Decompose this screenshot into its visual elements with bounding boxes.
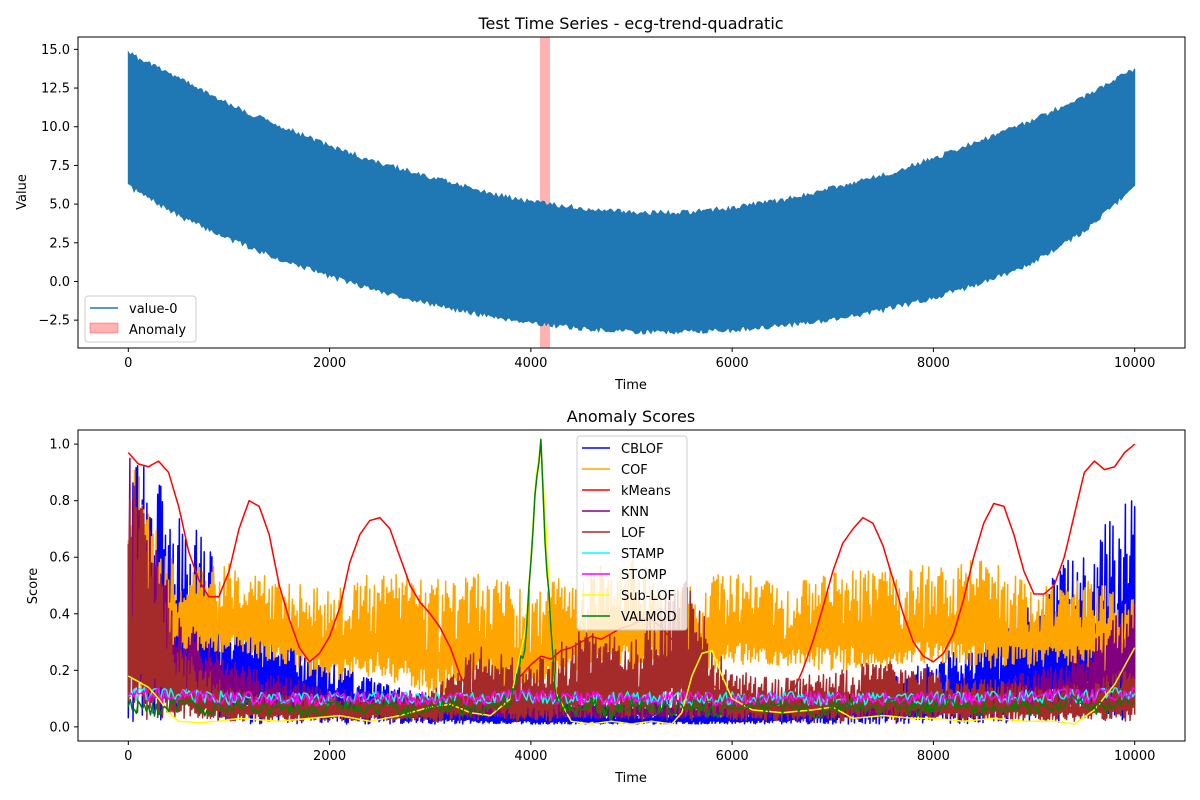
time-series-x-tick-label: 0 [124, 356, 132, 371]
anomaly-scores-x-ticks: 0 2000 4000 6000 8000 10000 [124, 741, 1155, 764]
time-series-y-tick-label: 15.0 [41, 43, 70, 58]
anomaly-scores-y-tick-label: 1.0 [49, 438, 70, 453]
time-series-plot-area [127, 37, 1136, 348]
time-series-y-tick-label: 12.5 [41, 82, 70, 97]
series-valmod [127, 438, 1136, 721]
time-series-title: Test Time Series - ecg-trend-quadratic [477, 14, 783, 33]
anomaly-scores-legend: CBLOF COF kMeans KNN LOF STAMP STOMP Sub-LOF VAL… [576, 435, 688, 631]
legend-handle-anomaly [89, 322, 119, 334]
legend-label-lof: LOF [621, 526, 646, 541]
legend-label-stamp: STAMP [621, 547, 664, 562]
time-series-y-tick-label: 7.5 [49, 159, 70, 174]
legend-label-anomaly: Anomaly [129, 323, 186, 338]
anomaly-region [539, 37, 550, 348]
legend-label-cblof: CBLOF [621, 442, 664, 457]
time-series-x-tick-label: 8000 [917, 356, 950, 371]
legend-label-sub-lof: Sub-LOF [621, 589, 675, 604]
anomaly-scores-y-tick-label: 0.6 [49, 551, 70, 566]
legend-label-value-0: value-0 [129, 302, 177, 317]
anomaly-scores-y-axis-label: Score [26, 568, 41, 604]
anomaly-scores-plot: Anomaly Scores 0 2000 4000 6000 8000 10000 0.… [26, 407, 1186, 786]
anomaly-scores-y-tick-label: 0.4 [49, 607, 70, 622]
time-series-y-axis-label: Value [15, 174, 30, 210]
anomaly-scores-y-tick-label: 0.0 [49, 720, 70, 735]
time-series-x-tick-label: 10000 [1114, 356, 1155, 371]
series-value-0 [127, 50, 1136, 335]
legend-label-cof: COF [621, 463, 648, 478]
legend-label-kmeans: kMeans [621, 484, 671, 499]
legend-label-stomp: STOMP [621, 568, 667, 583]
legend-label-knn: KNN [621, 505, 649, 520]
anomaly-scores-x-tick-label: 10000 [1114, 749, 1155, 764]
legend-items: CBLOF COF kMeans KNN LOF STAMP STOMP Sub-LOF VAL… [582, 442, 677, 625]
anomaly-scores-title: Anomaly Scores [567, 407, 695, 426]
time-series-x-tick-label: 4000 [514, 356, 547, 371]
time-series-x-tick-label: 6000 [716, 356, 749, 371]
anomaly-scores-frame [77, 429, 1186, 742]
time-series-y-tick-label: 0.0 [49, 275, 70, 290]
legend-box [576, 435, 688, 631]
time-series-y-ticks: −2.5 0.0 2.5 5.0 7.5 10.0 12.5 15.0 [38, 43, 78, 329]
time-series-y-tick-label: −2.5 [38, 314, 70, 329]
time-series-y-tick-label: 10.0 [41, 120, 70, 135]
anomaly-scores-x-tick-label: 8000 [917, 749, 950, 764]
legend-label-valmod: VALMOD [621, 610, 677, 625]
time-series-x-tick-label: 2000 [313, 356, 346, 371]
series-stomp [127, 686, 1136, 707]
time-series-frame [77, 36, 1186, 349]
series-sub-lof [127, 443, 1136, 725]
time-series-y-tick-label: 2.5 [49, 236, 70, 251]
time-series-y-tick-label: 5.0 [49, 198, 70, 213]
time-series-x-axis-label: Time [614, 378, 647, 393]
anomaly-scores-y-tick-label: 0.8 [49, 494, 70, 509]
time-series-x-ticks: 0 2000 4000 6000 8000 10000 [124, 348, 1155, 371]
anomaly-scores-x-axis-label: Time [614, 771, 647, 786]
anomaly-scores-y-tick-label: 0.2 [49, 664, 70, 679]
time-series-plot: Test Time Series - ecg-trend-quadratic 0… [15, 14, 1186, 393]
anomaly-scores-x-tick-label: 4000 [514, 749, 547, 764]
anomaly-scores-x-tick-label: 2000 [313, 749, 346, 764]
anomaly-scores-y-ticks: 0.0 0.2 0.4 0.6 0.8 1.0 [49, 438, 78, 735]
series-lof [127, 485, 1136, 722]
anomaly-scores-x-tick-label: 0 [124, 749, 132, 764]
time-series-legend: value-0 Anomaly [84, 295, 197, 343]
anomaly-scores-x-tick-label: 6000 [716, 749, 749, 764]
